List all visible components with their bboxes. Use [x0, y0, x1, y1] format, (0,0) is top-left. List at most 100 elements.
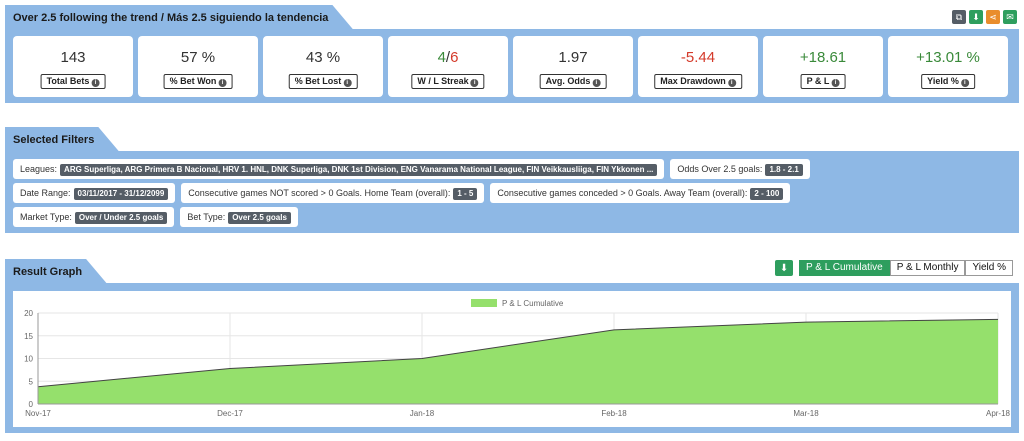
header-actions: ⧉ ⬇ ⋖ ✉ [952, 10, 1017, 24]
filters-title: Selected Filters [5, 127, 120, 153]
tab-pl-cumulative[interactable]: P & L Cumulative [799, 260, 890, 276]
stat-value: 1.97 [558, 49, 588, 66]
info-icon[interactable]: i [343, 79, 352, 87]
filter-leagues[interactable]: Leagues: ARG Superliga, ARG Primera B Nac… [13, 159, 665, 179]
y-tick-label: 15 [24, 332, 33, 341]
filter-value: Over / Under 2.5 goals [74, 212, 168, 224]
info-icon[interactable]: i [218, 79, 227, 87]
streak-separator: / [445, 49, 451, 66]
x-tick-label: Nov-17 [25, 409, 51, 418]
series-line [37, 318, 999, 388]
stat-value: +13.01 % [916, 49, 980, 66]
filter-conceded[interactable]: Consecutive games conceded > 0 Goals. Aw… [490, 183, 791, 203]
filter-market-type[interactable]: Market Type: Over / Under 2.5 goals [13, 207, 175, 227]
y-tick-label: 10 [24, 355, 33, 364]
filter-label: Consecutive games conceded > 0 Goals. Aw… [497, 188, 748, 198]
stat-value: +18.61 [799, 49, 847, 66]
info-icon[interactable]: i [91, 79, 100, 87]
filter-odds[interactable]: Odds Over 2.5 goals: 1.8 - 2.1 [670, 159, 810, 179]
stat-label[interactable]: Total Bets i [40, 74, 106, 89]
email-icon[interactable]: ✉ [1003, 10, 1017, 24]
stat-label[interactable]: % Bet Won i [163, 74, 233, 89]
share-icon[interactable]: ⋖ [986, 10, 1000, 24]
stat-label[interactable]: Yield % i [921, 74, 975, 89]
stat-label-text: % Bet Won [169, 76, 217, 86]
stat-card-avg-odds: 1.97 Avg. Odds i [513, 36, 633, 97]
graph-title: Result Graph [5, 259, 108, 285]
stat-card-max-drawdown: -5.44 Max Drawdown i [638, 36, 758, 97]
filter-not-scored[interactable]: Consecutive games NOT scored > 0 Goals. … [181, 183, 485, 203]
graph-download-icon[interactable]: ⬇ [775, 260, 794, 276]
stat-card-bet-lost: 43 % % Bet Lost i [263, 36, 383, 97]
filters-header: Selected Filters [5, 127, 1019, 153]
info-icon[interactable]: i [831, 79, 840, 87]
stat-label[interactable]: Avg. Odds i [539, 74, 607, 89]
stat-value: 57 % [180, 49, 216, 66]
streak-lost: 6 [450, 49, 459, 66]
stat-label-text: Total Bets [46, 76, 90, 86]
info-icon[interactable]: i [727, 79, 736, 87]
filter-row: Leagues: ARG Superliga, ARG Primera B Nac… [13, 159, 1011, 179]
filter-value: 1.8 - 2.1 [765, 164, 803, 176]
filters-divider [5, 151, 1019, 153]
filter-value: Over 2.5 goals [228, 212, 291, 224]
stat-label-text: Avg. Odds [545, 76, 591, 86]
header-divider [5, 29, 1019, 31]
filter-row: Date Range: 03/11/2017 - 31/12/2099 Conse… [13, 183, 1011, 203]
stat-label[interactable]: Max Drawdown i [654, 74, 742, 89]
graph-divider [5, 283, 1019, 285]
filter-label: Bet Type: [187, 212, 226, 222]
stat-card-bet-won: 57 % % Bet Won i [138, 36, 258, 97]
stat-value: 43 % [305, 49, 341, 66]
y-tick-label: 20 [24, 309, 33, 318]
stats-panel: 143 Total Bets i 57 % % Bet Won i 43 % % B… [5, 31, 1019, 103]
stat-value: 4/6 [388, 49, 508, 66]
stat-card-total-bets: 143 Total Bets i [13, 36, 133, 97]
stat-label-text: % Bet Lost [294, 76, 342, 86]
legend-label: P & L Cumulative [502, 299, 564, 308]
stat-label[interactable]: W / L Streak i [411, 74, 485, 89]
legend-swatch [471, 299, 497, 307]
stat-label-text: P & L [806, 76, 830, 86]
filter-label: Date Range: [20, 188, 71, 198]
filter-label: Market Type: [20, 212, 72, 222]
page-title: Over 2.5 following the trend / Más 2.5 s… [5, 5, 354, 31]
area-fill [38, 319, 998, 404]
y-tick-label: 5 [29, 377, 34, 386]
stat-label-text: W / L Streak [417, 76, 469, 86]
info-icon[interactable]: i [960, 79, 969, 87]
info-icon[interactable]: i [470, 79, 479, 87]
filter-row: Market Type: Over / Under 2.5 goals Bet T… [13, 207, 1011, 227]
filter-label: Odds Over 2.5 goals: [677, 164, 763, 174]
summary-section: Over 2.5 following the trend / Más 2.5 s… [5, 5, 1019, 103]
tab-pl-monthly[interactable]: P & L Monthly [889, 260, 966, 276]
x-tick-label: Feb-18 [601, 409, 627, 418]
tab-yield[interactable]: Yield % [965, 260, 1013, 276]
info-icon[interactable]: i [592, 79, 601, 87]
y-tick-label: 0 [29, 400, 34, 409]
stat-label-text: Max Drawdown [660, 76, 726, 86]
copy-icon[interactable]: ⧉ [952, 10, 966, 24]
graph-controls: ⬇ P & L Cumulative P & L Monthly Yield % [775, 260, 1013, 276]
filters-panel: Leagues: ARG Superliga, ARG Primera B Nac… [5, 153, 1019, 233]
stat-card-yield: +13.01 % Yield % i [888, 36, 1008, 97]
x-tick-label: Jan-18 [410, 409, 435, 418]
x-tick-label: Apr-18 [986, 409, 1011, 418]
streak-won: 4 [437, 49, 446, 66]
stat-value: -5.44 [680, 49, 716, 66]
stat-label-text: Yield % [927, 76, 959, 86]
summary-header: Over 2.5 following the trend / Más 2.5 s… [5, 5, 1019, 31]
filters-section: Selected Filters Leagues: ARG Superliga, … [5, 127, 1019, 233]
download-icon[interactable]: ⬇ [969, 10, 983, 24]
chart-container: 0 5 10 15 20 Nov-17 Dec-17 Jan-18 Feb-18 Mar-18 Ap… [13, 291, 1011, 427]
pl-cumulative-chart: 0 5 10 15 20 Nov-17 Dec-17 Jan-18 Feb-18 Mar-18 Ap… [24, 299, 1011, 418]
filter-bet-type[interactable]: Bet Type: Over 2.5 goals [180, 207, 298, 227]
filter-date-range[interactable]: Date Range: 03/11/2017 - 31/12/2099 [13, 183, 176, 203]
x-tick-label: Dec-17 [217, 409, 243, 418]
filter-label: Leagues: [20, 164, 58, 174]
stat-label[interactable]: % Bet Lost i [288, 74, 358, 89]
filter-value: 1 - 5 [453, 188, 478, 200]
filter-value: ARG Superliga, ARG Primera B Nacional, H… [60, 164, 658, 176]
filter-value: 2 - 100 [750, 188, 784, 200]
